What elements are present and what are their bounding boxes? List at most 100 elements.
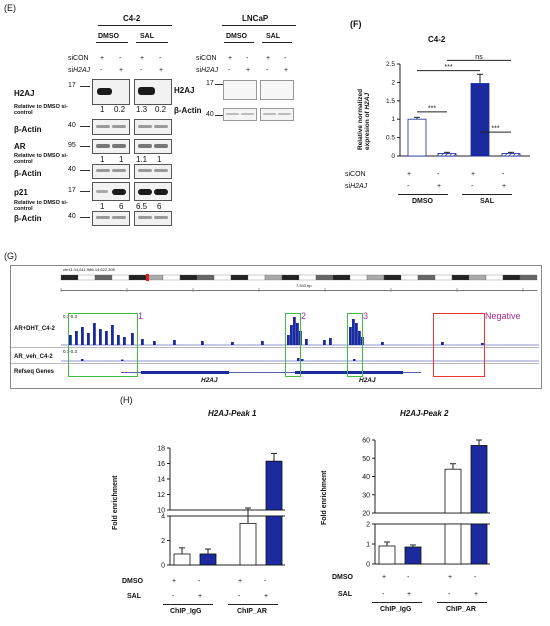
- densitometry-value: 1.1: [136, 155, 148, 164]
- signal-bar: [81, 359, 84, 361]
- signal-bar: [81, 327, 84, 345]
- negative-label: Negative: [485, 311, 521, 321]
- densitometry-value: 1.3: [136, 105, 148, 114]
- band: [112, 125, 126, 128]
- bar: [199, 553, 217, 566]
- bar: [501, 153, 521, 157]
- y-tick-label: 0: [391, 153, 395, 160]
- mw-tick: [80, 86, 90, 87]
- peak2-title: H2AJ-Peak 2: [400, 409, 449, 418]
- signal-bar: [93, 323, 96, 345]
- mw-marker: 40: [68, 122, 76, 129]
- signal-bar: [290, 325, 293, 345]
- densitometry-value: 1: [100, 155, 105, 164]
- h2-dmso-sign: -: [407, 574, 410, 581]
- blot-image: [260, 108, 294, 121]
- band: [263, 113, 276, 115]
- h1-group-label: ChIP_AR: [237, 608, 267, 615]
- h1-dmso-sign: -: [264, 578, 267, 585]
- peak2-ylabel: Fold enrichment: [321, 470, 328, 525]
- scale-label: 7,533 bp: [296, 283, 312, 288]
- c42-sih2aj-sign: +: [119, 67, 124, 74]
- bar: [444, 468, 462, 514]
- band: [112, 169, 126, 172]
- signal-bar: [323, 340, 326, 345]
- mw-marker: 17: [206, 80, 214, 87]
- densitometry-value: 1: [119, 155, 124, 164]
- c42-sicon-sign: +: [100, 55, 105, 62]
- signal-bar: [117, 335, 120, 345]
- lncap-group-sal-rule: [262, 42, 292, 43]
- signal-tracks: [60, 288, 539, 374]
- bar: [470, 523, 488, 565]
- peak-label: 1: [138, 311, 144, 321]
- signal-bar: [141, 339, 144, 345]
- bar: [265, 460, 283, 511]
- gene-label: H2AJ: [201, 377, 218, 384]
- f-sicon-label: siCON: [345, 171, 366, 178]
- signal-bar: [352, 319, 355, 345]
- band: [138, 189, 152, 195]
- lncap-sicon-sign: -: [284, 55, 287, 62]
- signal-bar: [441, 342, 444, 345]
- bar: [437, 153, 457, 157]
- h2-dmso-sign: +: [382, 574, 387, 581]
- signal-bar: [123, 337, 126, 345]
- h1-sal-sign: +: [264, 593, 269, 600]
- y-tick-label: 20: [362, 511, 370, 518]
- mw-tick: [80, 146, 90, 147]
- signal-bar: [99, 329, 102, 345]
- h1-group-label: ChIP_IgG: [170, 608, 202, 615]
- signal-bar: [349, 327, 352, 345]
- signal-bar: [353, 359, 356, 361]
- band: [96, 169, 110, 172]
- blot-image: [134, 79, 172, 105]
- signal-bar: [329, 338, 332, 345]
- bar: [173, 553, 191, 566]
- panel-h-label: (H): [120, 395, 133, 405]
- h2-sal-sign: +: [407, 591, 412, 598]
- signal-bar: [293, 317, 296, 345]
- lncap-title: LNCaP: [242, 14, 269, 23]
- c42-group-dmso: DMSO: [98, 33, 119, 40]
- blot-row-label: AR: [14, 142, 26, 151]
- gene-label: H2AJ: [359, 377, 376, 384]
- bar: [444, 523, 462, 565]
- blot-row-label: β-Actin: [14, 169, 42, 178]
- c42-title-rule: [98, 25, 172, 26]
- f-sih2aj-sign: +: [437, 183, 442, 190]
- signal-bar: [111, 325, 114, 345]
- signal-bar: [87, 333, 90, 345]
- band: [154, 169, 168, 172]
- bar: [470, 445, 488, 514]
- sig-bracket-label: ***: [444, 64, 452, 71]
- bar: [470, 83, 490, 157]
- lncap-sih2aj-sign: -: [266, 67, 269, 74]
- h1-group-rule: [228, 604, 278, 605]
- signal-bar: [305, 339, 308, 345]
- blot-row-label: H2AJ: [14, 89, 35, 98]
- band: [226, 113, 239, 115]
- blot-image: [92, 182, 130, 201]
- c42-group-sal-rule: [136, 42, 168, 43]
- blot-row-label: H2AJ: [174, 86, 195, 95]
- blot-image: [92, 79, 130, 105]
- signal-bar: [358, 331, 361, 345]
- bar: [265, 515, 283, 566]
- band: [138, 87, 155, 95]
- h2-group-rule: [437, 602, 487, 603]
- f-sih2aj-sign: +: [502, 183, 507, 190]
- y-tick-label: 4: [161, 514, 165, 521]
- blot-image: [134, 139, 172, 154]
- mw-marker: 17: [68, 187, 76, 194]
- y-tick-label: 0: [161, 563, 165, 570]
- blot-image: [223, 80, 257, 100]
- bar: [378, 545, 396, 565]
- band: [138, 125, 152, 128]
- band: [154, 125, 168, 128]
- chart-peak1: 10 12 14 16 18 0 2 4: [157, 446, 285, 570]
- y-tick-label: 0.5: [386, 135, 395, 142]
- mw-marker: 40: [206, 111, 214, 118]
- h2-dmso-sign: -: [474, 574, 477, 581]
- signal-bar: [69, 335, 72, 345]
